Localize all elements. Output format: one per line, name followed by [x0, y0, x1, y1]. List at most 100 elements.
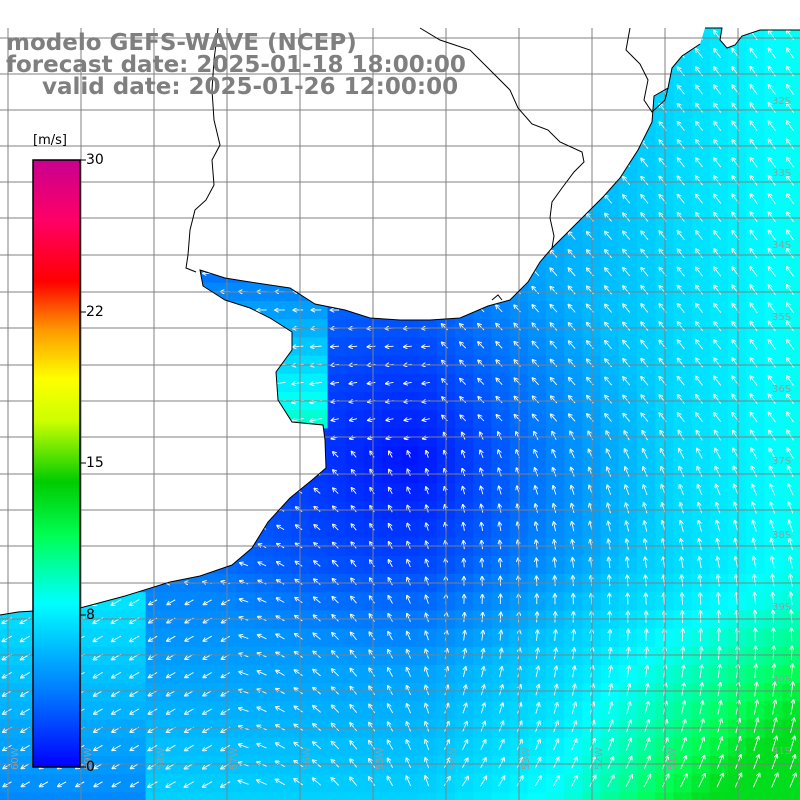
- field-cell: [18, 792, 37, 800]
- field-cell: [218, 537, 238, 557]
- longitude-label: 55W: [375, 747, 386, 770]
- wind-arrow: [203, 564, 212, 565]
- field-cell: [473, 756, 492, 775]
- wind-arrow: [149, 237, 158, 238]
- field-cell: [491, 683, 511, 702]
- field-cell: [400, 28, 420, 47]
- field-cell: [182, 319, 201, 338]
- wind-arrow: [92, 346, 104, 347]
- field-cell: [254, 337, 274, 357]
- field-cell: [273, 446, 292, 466]
- field-cell: [473, 228, 492, 247]
- wind-arrow: [367, 163, 376, 165]
- field-cell: [109, 737, 128, 757]
- wind-arrow: [441, 232, 449, 240]
- field-cell: [127, 428, 147, 448]
- field-cell: [491, 737, 511, 757]
- field-cell: [709, 701, 729, 721]
- wind-arrow: [240, 200, 248, 201]
- wind-arrow: [165, 346, 177, 347]
- field-cell: [236, 519, 256, 539]
- wind-arrow: [150, 126, 157, 128]
- wind-arrow: [312, 237, 321, 238]
- wind-arrow: [532, 195, 540, 204]
- field-cell: [127, 592, 147, 611]
- wind-arrow: [241, 163, 248, 165]
- field-cell: [218, 646, 238, 666]
- wind-arrow: [773, 646, 774, 660]
- wind-arrow: [464, 559, 465, 568]
- field-cell: [291, 792, 310, 800]
- wind-arrow: [550, 159, 558, 167]
- wind-arrow: [277, 126, 285, 128]
- field-cell: [0, 264, 19, 284]
- wind-arrow: [477, 214, 485, 222]
- wind-arrow: [112, 237, 121, 238]
- field-cell: [236, 410, 256, 429]
- field-cell: [418, 28, 438, 47]
- field-cell: [491, 246, 511, 266]
- field-cell: [309, 228, 329, 247]
- field-cell: [218, 246, 238, 266]
- wind-arrow: [274, 346, 286, 347]
- field-cell: [764, 683, 784, 702]
- wind-arrow: [296, 126, 303, 128]
- field-cell: [327, 792, 347, 800]
- field-cell: [91, 628, 110, 648]
- wind-arrow: [203, 237, 212, 238]
- field-cell: [691, 683, 711, 702]
- field-cell: [491, 173, 511, 193]
- wind-arrow: [22, 471, 30, 478]
- field-cell: [0, 646, 19, 666]
- wind-arrow: [459, 250, 467, 258]
- wind-arrow: [113, 163, 121, 165]
- wind-arrow: [477, 159, 485, 167]
- wind-arrow: [295, 452, 303, 458]
- wind-arrow: [259, 126, 266, 128]
- wind-arrow: [385, 236, 394, 237]
- field-cell: [691, 756, 711, 775]
- wind-arrow: [184, 564, 194, 565]
- wind-arrow: [110, 346, 122, 347]
- wind-arrow: [182, 417, 195, 421]
- wind-arrow: [130, 528, 140, 530]
- field-cell: [455, 228, 474, 247]
- field-cell: [527, 28, 547, 47]
- field-cell: [254, 483, 274, 502]
- field-cell: [163, 683, 183, 702]
- wind-arrow: [183, 382, 195, 384]
- field-cell: [236, 792, 256, 800]
- field-cell: [254, 410, 274, 429]
- field-cell: [145, 319, 165, 338]
- field-cell: [637, 46, 656, 65]
- field-cell: [673, 792, 693, 800]
- field-cell: [600, 683, 620, 702]
- field-cell: [782, 792, 800, 800]
- field-cell: [691, 774, 711, 793]
- field-cell: [491, 719, 511, 739]
- wind-arrow: [477, 250, 485, 258]
- field-cell: [309, 191, 329, 211]
- field-cell: [309, 246, 329, 266]
- wind-arrow: [237, 382, 250, 384]
- field-cell: [127, 173, 147, 193]
- wind-arrow: [514, 232, 521, 240]
- field-cell: [418, 173, 438, 193]
- field-cell: [455, 246, 474, 266]
- field-cell: [91, 555, 110, 575]
- field-cell: [491, 28, 511, 47]
- wind-arrow: [641, 49, 649, 58]
- field-cell: [418, 228, 438, 247]
- field-cell: [546, 28, 565, 47]
- wind-arrow: [555, 576, 556, 586]
- wind-arrow: [605, 159, 612, 168]
- field-cell: [491, 82, 511, 102]
- field-cell: [691, 719, 711, 739]
- field-cell: [0, 628, 19, 648]
- latitude-label: 40S: [772, 674, 791, 685]
- field-cell: [109, 410, 128, 429]
- wind-arrow: [221, 527, 231, 529]
- field-cell: [764, 756, 784, 775]
- field-cell: [637, 756, 656, 775]
- field-cell: [109, 337, 128, 357]
